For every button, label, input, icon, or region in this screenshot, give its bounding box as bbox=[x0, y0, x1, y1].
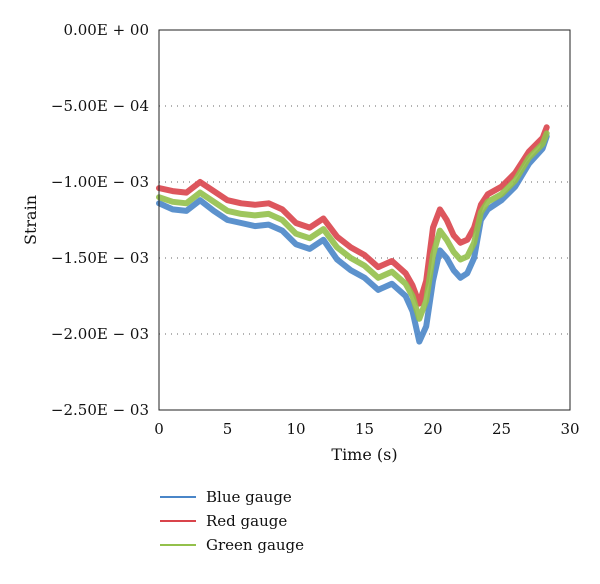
series-line-blue-gauge bbox=[156, 133, 550, 345]
x-tick-label: 5 bbox=[223, 420, 233, 438]
y-tick-label: −1.50E − 03 bbox=[51, 249, 149, 267]
y-axis-label: Strain bbox=[21, 195, 40, 245]
legend-label: Green gauge bbox=[206, 536, 304, 554]
y-tick-labels: 0.00E + 00 −5.00E − 04 −1.00E − 03 −1.50E −… bbox=[51, 21, 149, 419]
series-layer bbox=[156, 124, 550, 345]
x-tick-label: 30 bbox=[560, 420, 579, 438]
plot-frame bbox=[158, 29, 571, 411]
series-line-green-gauge bbox=[156, 130, 550, 322]
series-line-red-gauge bbox=[156, 124, 550, 307]
y-tick-label: −5.00E − 04 bbox=[51, 97, 149, 115]
x-tick-label: 10 bbox=[286, 420, 305, 438]
x-tick-labels: 0 5 10 15 20 25 30 bbox=[154, 420, 579, 438]
x-axis-label: Time (s) bbox=[331, 445, 397, 464]
grid-layer bbox=[159, 105, 570, 335]
y-tick-label: 0.00E + 00 bbox=[63, 21, 149, 39]
legend-label: Blue gauge bbox=[206, 488, 292, 506]
x-tick-label: 25 bbox=[492, 420, 511, 438]
axes-layer bbox=[158, 29, 571, 411]
x-tick-label: 0 bbox=[154, 420, 164, 438]
y-tick-label: −1.00E − 03 bbox=[51, 173, 149, 191]
y-tick-label: −2.00E − 03 bbox=[51, 325, 149, 343]
legend-label: Red gauge bbox=[206, 512, 287, 530]
x-tick-label: 20 bbox=[423, 420, 442, 438]
x-tick-label: 15 bbox=[355, 420, 374, 438]
legend: Blue gauge Red gauge Green gauge bbox=[160, 488, 304, 554]
y-tick-label: −2.50E − 03 bbox=[51, 401, 149, 419]
